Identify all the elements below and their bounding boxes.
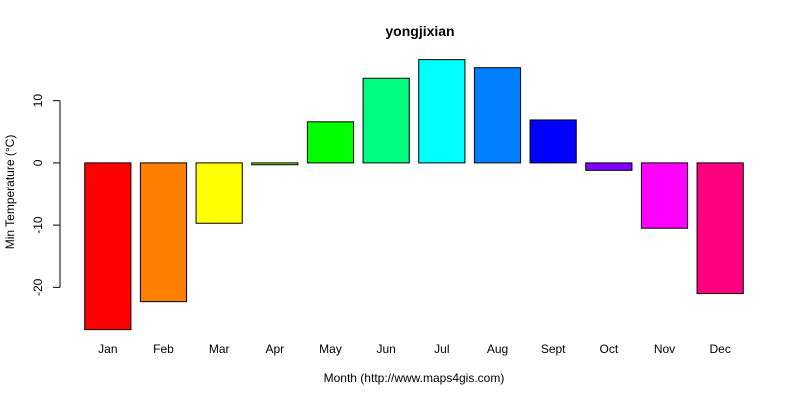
bar-oct <box>585 162 633 171</box>
x-tick-label-nov: Nov <box>654 342 675 356</box>
x-axis-labels: Jan Feb Mar Apr May Jun Jul Aug Sept Oct Nov Dec <box>98 342 731 356</box>
x-tick-label-dec: Dec <box>709 342 730 356</box>
x-tick-label-feb: Feb <box>153 342 174 356</box>
y-tick-label: 0 <box>31 159 45 166</box>
x-tick-label-jan: Jan <box>98 342 117 356</box>
y-axis-label: Min Temperature (°C) <box>3 135 17 250</box>
bar-aug <box>473 67 522 164</box>
bar-jul <box>418 59 466 164</box>
y-tick-label: -20 <box>31 278 45 296</box>
bar-nov <box>640 162 689 229</box>
x-tick-label-apr: Apr <box>265 342 284 356</box>
y-tick-label: 10 <box>31 94 45 108</box>
x-tick-label-jun: Jun <box>376 342 395 356</box>
bar-jan <box>84 162 132 331</box>
y-axis: -20 -10 0 10 <box>31 94 61 296</box>
x-tick-label-oct: Oct <box>599 342 618 356</box>
bar-sept <box>529 119 577 164</box>
bar-may <box>306 121 355 164</box>
bar-feb <box>139 162 188 303</box>
x-tick-label-aug: Aug <box>487 342 508 356</box>
y-tick-label: -10 <box>31 216 45 234</box>
chart-title: yongjixian <box>385 23 454 39</box>
x-tick-label-may: May <box>319 342 342 356</box>
bar-apr <box>251 162 299 166</box>
x-tick-label-jul: Jul <box>434 342 449 356</box>
bars <box>84 59 744 331</box>
x-tick-label-mar: Mar <box>209 342 230 356</box>
bar-jun <box>362 77 410 164</box>
bar-mar <box>195 162 243 224</box>
x-tick-label-sept: Sept <box>541 342 566 356</box>
x-axis-label: Month (http://www.maps4gis.com) <box>324 371 505 385</box>
bar-dec <box>696 162 744 295</box>
